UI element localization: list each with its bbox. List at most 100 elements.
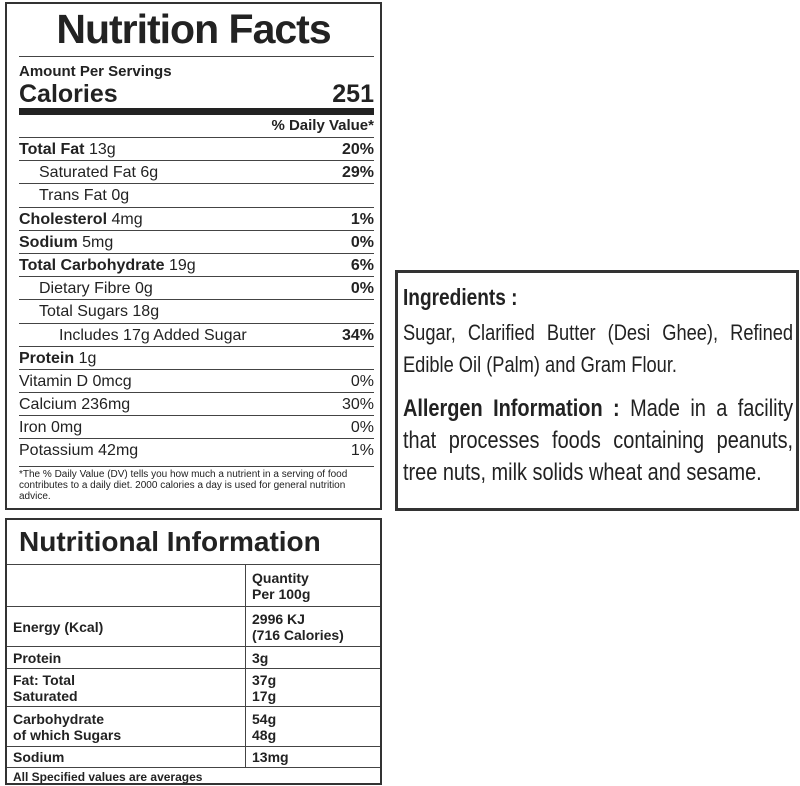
daily-value: 20%: [341, 141, 374, 158]
row-label: Protein: [13, 649, 62, 666]
nutrient-label: Total Sugars: [39, 303, 128, 321]
row-value: 2996 KJ: [252, 610, 305, 627]
nutrient-amount: 0g: [135, 280, 153, 298]
row-label: of which Sugars: [13, 726, 122, 743]
nutrient-label: Protein: [19, 349, 75, 367]
cell: Quantity Per 100g: [245, 564, 380, 607]
row-value: (716 Calories): [252, 626, 344, 643]
nutrient-label: Saturated Fat: [39, 164, 136, 182]
row-value: 17g: [252, 687, 277, 704]
daily-value: 0%: [350, 372, 374, 390]
nutrient-row: Protein 1g: [19, 347, 374, 370]
cell: Fat: Total Saturated: [7, 668, 246, 707]
nutrient-row: Sodium 5mg 0%: [19, 231, 374, 254]
nutrient-amount: 5mg: [82, 233, 114, 251]
nutrient: Cholesterol 4mg: [19, 208, 143, 230]
cell: Carbohydrate of which Sugars: [7, 706, 246, 747]
daily-value: 34%: [341, 326, 374, 344]
cell: 2996 KJ (716 Calories): [245, 606, 380, 647]
nutrient: Calcium 236mg: [19, 393, 130, 415]
nutrient-amount: 0mg: [51, 419, 83, 437]
calories: Calories 251: [19, 80, 374, 115]
daily-value: 1%: [350, 442, 374, 460]
calories-label: Calories: [19, 80, 118, 108]
nutrient: Potassium 42mg: [19, 439, 138, 462]
row-label: Carbohydrate: [13, 710, 105, 727]
nutrient-amount: 18g: [132, 303, 160, 321]
nutrient-label: Total Fat: [19, 141, 85, 158]
ingredients-panel: Ingredients : Sugar, Clarified Butter (D…: [395, 270, 799, 511]
header: Per 100g: [252, 585, 311, 602]
nutrient: Vitamin D 0mcg: [19, 370, 132, 392]
row-label: Fat: Total: [13, 671, 75, 688]
daily-value: 0%: [350, 233, 374, 251]
nutrient-row: Calcium 236mg 30%: [19, 393, 374, 417]
nutrient: Saturated Fat 6g: [19, 161, 158, 183]
nutrient-row: Saturated Fat 6g 29%: [19, 161, 374, 185]
facts-body: Amount Per Servings Calories 251 % Daily …: [19, 56, 374, 502]
row-label: Sodium: [13, 749, 65, 765]
calories-value: 251: [332, 80, 374, 108]
allergen-text: Made in a facility that processes foods …: [402, 395, 794, 486]
cell: [7, 564, 246, 607]
cell: 3g: [245, 646, 380, 669]
cell: 37g 17g: [245, 668, 380, 707]
cell: 13mg: [245, 746, 380, 768]
nutrient-row: Includes 17g Added Sugar 34%: [19, 324, 374, 347]
row-value: 48g: [252, 726, 277, 743]
nutrient-row: Trans Fat 0g: [19, 184, 374, 208]
info-row: Protein 3g: [7, 646, 380, 669]
nutrient-row: Total Carbohydrate 19g 6%: [19, 254, 374, 278]
nutritional-information: Nutritional Information Quantity Per 100g…: [5, 518, 382, 785]
nutrient: Total Sugars 18g: [19, 300, 159, 322]
row-label: Saturated: [13, 687, 78, 704]
row-value: 37g: [252, 671, 277, 688]
nutrient-rows: Total Fat 13g 20% Saturated Fat 6g 29% Trans…: [19, 138, 374, 370]
footnote: *The % Daily Value (DV) tells you how mu…: [19, 465, 374, 502]
nutrient-label: Trans Fat: [39, 187, 107, 205]
serving-label: Amount Per Servings: [19, 63, 172, 80]
cell: Sodium: [7, 746, 246, 768]
row-value: 3g: [252, 649, 269, 666]
row-value: 54g: [252, 710, 277, 727]
title: Nutritional Information: [19, 526, 321, 557]
nutrient-row: Cholesterol 4mg 1%: [19, 208, 374, 231]
daily-value: 29%: [341, 164, 374, 182]
nutrient: Sodium 5mg: [19, 231, 113, 253]
ingredients-text: Sugar, Clarified Butter (Desi Ghee), Ref…: [402, 320, 794, 377]
nutrition-facts: Nutrition Facts Amount Per Servings Calo…: [5, 2, 382, 510]
nutrient-row: Dietary Fibre 0g 0%: [19, 277, 374, 301]
nutrient-row: Iron 0mg 0%: [19, 416, 374, 440]
info-row: Fat: Total Saturated 37g 17g: [7, 668, 380, 707]
nutrient-amount: 13g: [88, 141, 116, 158]
nutrient-row: Total Fat 13g 20%: [19, 138, 374, 162]
nutrient: Total Fat 13g: [19, 138, 116, 160]
info-row: Energy (Kcal) 2996 KJ (716 Calories): [7, 606, 380, 647]
nutrient-label: Dietary Fibre: [39, 280, 131, 298]
nutrient-amount: 19g: [168, 256, 196, 274]
info-table: Quantity Per 100g Energy (Kcal) 2996 KJ (71…: [7, 564, 380, 768]
nutrient-amount: 0mcg: [92, 372, 132, 390]
vitamin-rows: Vitamin D 0mcg 0% Calcium 236mg 30% Iron 0mg…: [19, 370, 374, 463]
nutrient-row: Total Sugars 18g: [19, 300, 374, 324]
nutrient-label: Vitamin D: [19, 372, 89, 390]
daily-value: 6%: [350, 256, 374, 274]
daily-value: 1%: [350, 210, 374, 228]
allergen-heading: Allergen Information :: [402, 395, 620, 422]
daily-value: 30%: [341, 396, 374, 414]
ingredients-heading: Ingredients :: [402, 284, 518, 310]
nutrient-amount: 236mg: [81, 396, 131, 414]
nutrient-row: Potassium 42mg 1%: [19, 439, 374, 462]
nutrient-label: Calcium: [19, 396, 77, 414]
row-label: Energy (Kcal): [13, 618, 104, 635]
nutrient-label: Includes 17g Added Sugar: [59, 326, 247, 344]
nutrient: Dietary Fibre 0g: [19, 277, 153, 299]
row-value: 13mg: [252, 749, 289, 765]
title: Nutrition Facts: [56, 6, 331, 52]
info-row: Carbohydrate of which Sugars 54g 48g: [7, 706, 380, 747]
header-row: Quantity Per 100g: [7, 564, 380, 607]
nutrient-amount: 4mg: [111, 210, 143, 228]
nutrient-amount: 6g: [140, 164, 159, 182]
cell: Protein: [7, 646, 246, 669]
